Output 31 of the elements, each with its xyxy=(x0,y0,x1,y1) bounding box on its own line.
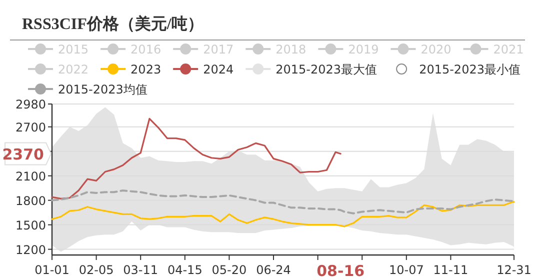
legend-item: 2023 xyxy=(100,62,162,76)
x-tick-label: 10-07 xyxy=(388,263,424,277)
x-tick-label: 05-20 xyxy=(212,263,247,277)
y-tick-label: 1200 xyxy=(15,242,46,257)
chart-title: RSS3CIF价格（美元/吨） xyxy=(22,14,204,33)
legend-item: 2015-2023最大值 xyxy=(246,62,378,76)
legend-label: 2015-2023最大值 xyxy=(276,62,378,76)
x-tick-label: 03-11 xyxy=(123,263,158,277)
x-tick-label: 06-24 xyxy=(256,263,291,277)
y-tick-label: 1500 xyxy=(15,218,46,232)
y-tick-label: 2980 xyxy=(15,98,46,112)
x-tick-label: 01-01 xyxy=(34,263,70,277)
x-tick-label: 02-05 xyxy=(78,263,114,277)
legend-item: 2015-2023最小值 xyxy=(389,62,520,76)
line-series xyxy=(51,201,515,228)
line-series xyxy=(51,118,342,200)
legend-item: 2015-2023均值 xyxy=(28,82,148,96)
x-tick-label: 12-31 xyxy=(496,263,532,277)
legend-label: 2024 xyxy=(203,62,234,76)
x-tick-label: 11-11 xyxy=(433,263,468,277)
legend-label: 2015-2023均值 xyxy=(58,82,148,96)
x-tick-label: 04-15 xyxy=(167,263,202,277)
legend-label: 2023 xyxy=(130,62,162,76)
y-tick-label: 2100 xyxy=(15,169,46,184)
y-tick-label: 2700 xyxy=(15,120,46,134)
legend-item: 2024 xyxy=(173,62,234,76)
picture-y-axis-pointer-label: 2370 xyxy=(2,142,52,166)
legend-label: 2015-2023最小值 xyxy=(419,62,520,76)
picture-x-axis-pointer-label: 08-16 xyxy=(314,260,367,280)
y-tick-label: 1800 xyxy=(15,194,46,208)
line-series xyxy=(51,190,515,214)
